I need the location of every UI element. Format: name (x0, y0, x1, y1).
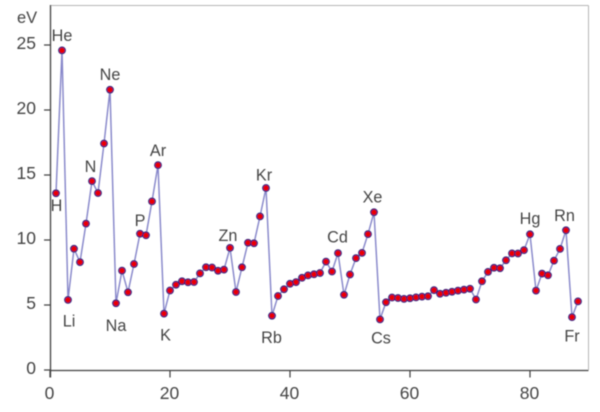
svg-text:Li: Li (63, 313, 76, 331)
svg-text:Fr: Fr (564, 328, 580, 346)
svg-text:Rb: Rb (261, 329, 282, 347)
svg-text:Zn: Zn (219, 227, 238, 245)
svg-text:5: 5 (26, 293, 36, 313)
svg-text:K: K (160, 327, 171, 345)
svg-text:15: 15 (17, 163, 36, 183)
svg-text:0: 0 (45, 383, 55, 403)
svg-text:25: 25 (17, 33, 36, 53)
svg-text:H: H (51, 197, 63, 215)
svg-text:Ne: Ne (100, 66, 121, 84)
svg-text:Cd: Cd (327, 229, 348, 247)
svg-text:Kr: Kr (256, 167, 273, 185)
svg-text:20: 20 (160, 383, 180, 403)
svg-text:10: 10 (17, 228, 37, 248)
svg-text:Xe: Xe (363, 189, 383, 207)
svg-text:Rn: Rn (554, 207, 575, 225)
svg-text:eV: eV (17, 9, 37, 27)
svg-text:60: 60 (400, 383, 420, 403)
svg-text:40: 40 (280, 383, 300, 403)
svg-text:He: He (52, 27, 73, 45)
svg-text:Na: Na (106, 317, 127, 335)
svg-text:Cs: Cs (371, 330, 391, 348)
svg-text:Ar: Ar (150, 142, 167, 160)
svg-text:20: 20 (17, 98, 37, 118)
svg-text:80: 80 (520, 383, 540, 403)
svg-text:P: P (135, 212, 146, 230)
svg-text:0: 0 (26, 358, 36, 378)
svg-text:Hg: Hg (520, 210, 541, 228)
svg-text:N: N (85, 158, 97, 176)
